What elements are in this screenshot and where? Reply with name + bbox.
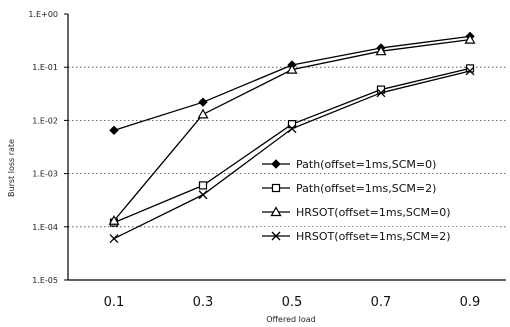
legend-entry-bg	[260, 179, 500, 197]
data-point	[286, 63, 298, 74]
x-tick-label: 0.1	[104, 295, 125, 310]
y-tick-label: 1.E-02	[32, 116, 58, 125]
series-group	[108, 31, 476, 244]
data-point	[108, 215, 120, 225]
data-point	[198, 97, 208, 107]
legend-label: Path(offset=1ms,SCM=2)	[296, 182, 436, 195]
y-tick-label: 1.E+00	[28, 10, 58, 19]
data-point	[109, 125, 119, 136]
x-tick-labels: 0.1 0.3 0.5 0.7 0.9	[104, 295, 481, 310]
series-3	[108, 33, 476, 225]
legend-entry-bg	[260, 155, 500, 173]
series-4	[109, 66, 475, 244]
data-point	[198, 181, 208, 190]
x-marker-stroke	[465, 66, 475, 76]
legend-entry-1: Path(offset=1ms,SCM=0)	[260, 155, 500, 173]
x-marker-stroke	[376, 88, 386, 98]
data-point	[465, 64, 475, 73]
data-point	[198, 190, 208, 200]
legend-marker	[271, 183, 281, 193]
x-tick-label: 0.5	[282, 295, 303, 310]
series-line	[113, 35, 471, 131]
y-axis-label: Burst loss rate	[7, 139, 16, 197]
x-marker-stroke	[271, 231, 281, 241]
x-marker-stroke	[287, 124, 297, 134]
legend-label: Path(offset=1ms,SCM=0)	[296, 158, 436, 171]
data-point	[465, 66, 475, 76]
y-tick-label: 1.E-05	[32, 276, 58, 285]
legend: Path(offset=1ms,SCM=0) Path(offset=1ms,SC…	[260, 155, 500, 245]
legend-label: HRSOT(offset=1ms,SCM=0)	[296, 206, 451, 219]
data-point	[197, 108, 209, 119]
legend-marker	[271, 159, 281, 169]
series-line	[113, 67, 471, 224]
data-point	[376, 88, 386, 98]
y-tick-label: 1.E-01	[32, 63, 58, 72]
legend-entry-3: HRSOT(offset=1ms,SCM=0)	[260, 203, 500, 221]
axes	[64, 13, 506, 281]
legend-entry-4: HRSOT(offset=1ms,SCM=2)	[260, 227, 500, 245]
legend-marker	[271, 231, 281, 241]
legend-marker	[270, 206, 282, 217]
x-tick-label: 0.3	[193, 295, 214, 310]
data-point	[109, 234, 119, 244]
data-point	[375, 45, 387, 56]
legend-entry-bg	[260, 227, 500, 245]
x-marker-stroke	[198, 190, 208, 200]
data-point	[464, 33, 476, 44]
x-tick-label: 0.9	[460, 295, 481, 310]
legend-entry-2: Path(offset=1ms,SCM=2)	[260, 179, 500, 197]
y-tick-label: 1.E-04	[32, 223, 58, 232]
x-tick-label: 0.7	[371, 295, 392, 310]
legend-label: HRSOT(offset=1ms,SCM=2)	[296, 230, 451, 243]
x-marker-stroke	[109, 234, 119, 244]
data-point	[287, 120, 297, 129]
legend-entry-bg	[260, 203, 500, 221]
series-2	[109, 64, 475, 227]
y-tick-label: 1.E-03	[32, 170, 58, 179]
y-tick-labels: 1.E+00 1.E-01 1.E-02 1.E-03 1.E-04 1.E-05	[28, 10, 58, 285]
x-axis-label: Offered load	[266, 315, 315, 324]
data-point	[287, 124, 297, 134]
grid-lines	[68, 66, 506, 228]
